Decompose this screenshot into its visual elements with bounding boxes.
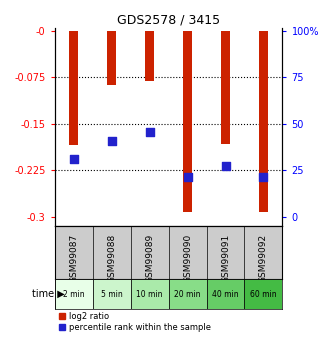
Point	[185, 175, 190, 180]
Bar	[259, 31, 268, 212]
Text: GSM99088: GSM99088	[107, 234, 116, 283]
Title: GDS2578 / 3415: GDS2578 / 3415	[117, 13, 220, 27]
Text: 60 min: 60 min	[250, 289, 277, 298]
Text: 5 min: 5 min	[101, 289, 122, 298]
FancyBboxPatch shape	[92, 279, 131, 309]
Text: 2 min: 2 min	[63, 289, 84, 298]
Text: time ▶: time ▶	[32, 289, 65, 299]
Legend: log2 ratio, percentile rank within the sample: log2 ratio, percentile rank within the s…	[59, 312, 211, 332]
Bar	[221, 31, 230, 144]
Bar	[69, 31, 78, 145]
Bar	[145, 31, 154, 81]
Point	[261, 175, 266, 180]
Bar	[107, 31, 116, 85]
Text: GSM99092: GSM99092	[259, 234, 268, 283]
FancyBboxPatch shape	[131, 279, 169, 309]
Text: 10 min: 10 min	[136, 289, 163, 298]
FancyBboxPatch shape	[206, 279, 245, 309]
Text: GSM99091: GSM99091	[221, 234, 230, 283]
Text: GSM99087: GSM99087	[69, 234, 78, 283]
FancyBboxPatch shape	[245, 279, 282, 309]
Bar	[183, 31, 192, 211]
FancyBboxPatch shape	[169, 279, 206, 309]
Text: GSM99090: GSM99090	[183, 234, 192, 283]
Text: GSM99089: GSM99089	[145, 234, 154, 283]
Point	[109, 138, 114, 144]
Text: 40 min: 40 min	[212, 289, 239, 298]
FancyBboxPatch shape	[55, 279, 92, 309]
Point	[147, 129, 152, 135]
Point	[71, 156, 76, 162]
Point	[223, 163, 228, 168]
Text: 20 min: 20 min	[174, 289, 201, 298]
